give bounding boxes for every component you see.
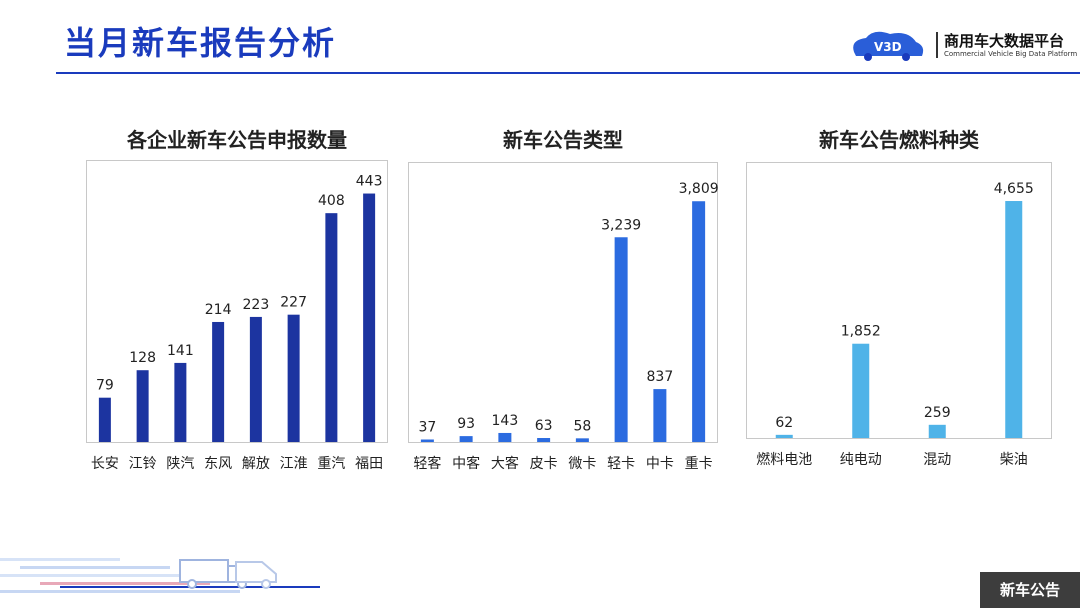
bar [249, 316, 262, 442]
value-label: 58 [573, 418, 591, 434]
logo: V3D 商用车大数据平台 Commercial Vehicle Big Data… [848, 26, 1078, 66]
chart-frame [86, 160, 388, 443]
category-label: 微卡 [568, 456, 596, 472]
category-label: 皮卡 [530, 456, 558, 472]
value-label: 1,852 [841, 324, 881, 340]
value-label: 37 [418, 420, 436, 436]
bar [174, 362, 187, 442]
header-divider [56, 72, 1080, 74]
value-label: 443 [356, 174, 383, 190]
category-label: 重汽 [317, 456, 345, 472]
fuel-type-bar-chart: 62 燃料电池 1,852 纯电动 259 混动 4,655 柴油 [746, 162, 1052, 468]
bar [575, 438, 589, 442]
category-label: 长安 [91, 456, 119, 472]
bar [459, 436, 473, 442]
value-label: 62 [775, 415, 793, 431]
category-label: 福田 [355, 456, 383, 472]
value-label: 141 [167, 343, 194, 359]
bar [420, 439, 434, 442]
bar [1005, 201, 1023, 438]
bar [692, 201, 706, 442]
value-label: 3,239 [601, 217, 641, 233]
category-label: 解放 [242, 456, 270, 472]
value-label: 214 [205, 302, 232, 318]
bar [287, 314, 300, 442]
category-label: 轻卡 [607, 456, 635, 472]
value-label: 227 [280, 295, 307, 311]
value-label: 3,809 [679, 181, 719, 197]
logo-mark-text: V3D [874, 40, 902, 54]
category-label: 陕汽 [166, 456, 194, 472]
value-label: 128 [129, 350, 156, 366]
category-label: 重卡 [685, 456, 713, 472]
value-label: 408 [318, 193, 345, 209]
bar [363, 193, 376, 442]
bar [852, 343, 870, 438]
value-label: 93 [457, 416, 475, 432]
bar [98, 397, 111, 442]
category-label: 江淮 [280, 456, 308, 472]
category-label: 江铃 [129, 456, 157, 472]
bar [537, 438, 551, 442]
bar [653, 389, 667, 442]
value-label: 837 [647, 369, 674, 385]
category-label: 大客 [491, 455, 519, 472]
chart-title-fuel: 新车公告燃料种类 [819, 128, 979, 152]
bar [325, 213, 338, 442]
value-label: 223 [243, 297, 270, 313]
category-label: 燃料电池 [756, 451, 812, 468]
category-label: 纯电动 [840, 452, 882, 468]
chart-frame [746, 162, 1052, 439]
value-label: 63 [535, 418, 553, 434]
bar [928, 424, 946, 438]
bar [614, 237, 628, 442]
announcement-type-bar-chart: 37 轻客 93 中客 143 大客 63 皮卡 58 微卡 3,239 轻卡 837 中卡 3,809 重卡 [408, 162, 719, 472]
value-label: 259 [924, 405, 951, 421]
bar [775, 434, 793, 438]
value-label: 4,655 [994, 181, 1034, 197]
bar [212, 321, 225, 442]
category-label: 柴油 [1000, 452, 1028, 468]
category-label: 轻客 [413, 455, 441, 472]
logo-subtitle: Commercial Vehicle Big Data Platform [944, 50, 1078, 58]
chart-title-enterprise: 各企业新车公告申报数量 [127, 128, 347, 152]
category-label: 中卡 [646, 456, 674, 472]
value-label: 143 [492, 413, 519, 429]
enterprise-bar-chart: 79 长安 128 江铃 141 陕汽 214 东风 223 解放 227 江淮 408 重汽 443 福田 [86, 160, 388, 472]
bar [136, 370, 149, 442]
truck-speed-lines-decoration [0, 558, 320, 593]
logo-divider [936, 32, 938, 58]
value-label: 79 [96, 378, 114, 394]
logo-name: 商用车大数据平台 [944, 32, 1065, 50]
bar [498, 432, 512, 442]
category-label: 东风 [204, 456, 232, 472]
chart-title-type: 新车公告类型 [503, 128, 623, 152]
category-label: 中客 [452, 455, 480, 472]
truck-logo-icon: V3D [853, 31, 924, 61]
footer-section-badge: 新车公告 [980, 572, 1080, 608]
page-title: 当月新车报告分析 [64, 24, 337, 62]
chart-frame [408, 162, 718, 443]
category-label: 混动 [923, 452, 951, 468]
